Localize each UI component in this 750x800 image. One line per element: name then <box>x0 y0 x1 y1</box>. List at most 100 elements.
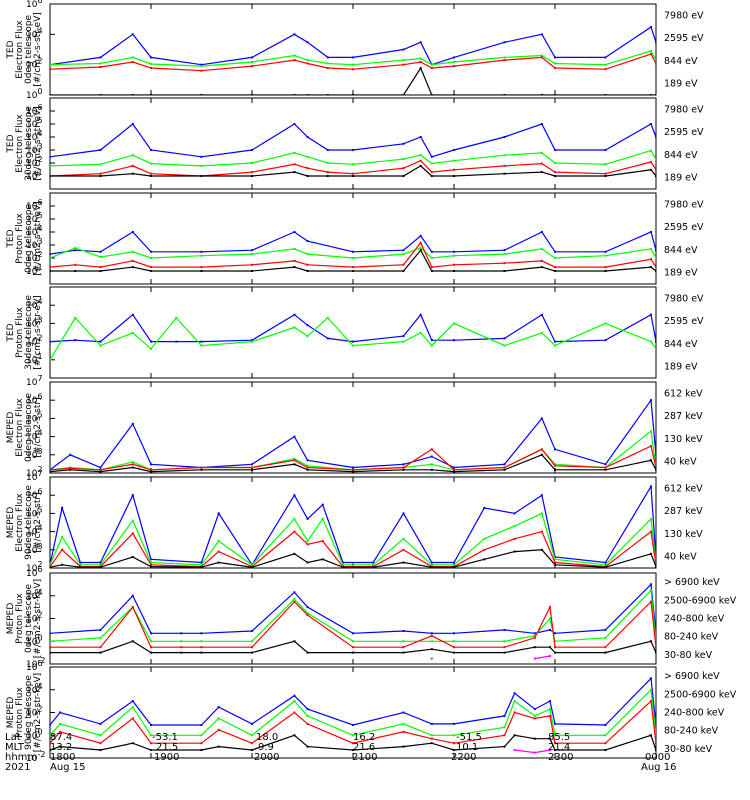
series-line <box>50 512 656 566</box>
data-point <box>200 65 203 68</box>
data-point <box>326 67 329 70</box>
data-point <box>402 253 405 256</box>
data-point <box>99 561 102 564</box>
y-tick-label: 106 <box>26 487 43 501</box>
data-point <box>306 335 309 338</box>
data-point <box>326 62 329 65</box>
series-line <box>50 677 656 726</box>
data-point <box>150 347 152 350</box>
y-axis-label: MEPEDElectron Flux90deg telescope[#/cm2-… <box>6 485 43 560</box>
series-line <box>50 159 656 177</box>
data-point <box>131 461 134 464</box>
data-point <box>554 742 556 745</box>
data-point <box>306 543 309 546</box>
data-point <box>554 62 556 65</box>
data-point <box>352 63 354 66</box>
channel-label: 30-80 keV <box>664 650 713 661</box>
data-point <box>251 640 253 643</box>
data-point <box>150 651 152 654</box>
data-point <box>131 94 134 95</box>
data-point <box>50 155 51 158</box>
data-point <box>554 563 556 566</box>
data-point <box>540 453 543 456</box>
data-point <box>453 94 455 95</box>
data-point <box>131 519 134 522</box>
data-point <box>453 646 455 649</box>
data-point <box>200 155 203 158</box>
data-point <box>352 163 354 166</box>
data-point <box>352 344 354 347</box>
data-point <box>131 606 134 609</box>
data-point <box>352 266 354 269</box>
data-point <box>604 270 607 272</box>
data-point <box>50 640 51 643</box>
data-point <box>503 640 506 643</box>
data-point <box>99 340 102 343</box>
data-point <box>554 266 556 269</box>
data-point <box>453 466 455 469</box>
data-point <box>402 640 405 643</box>
data-point <box>79 561 82 564</box>
data-point <box>503 172 506 175</box>
y-tick-label: 106 <box>26 198 43 212</box>
y-tick-label: 106 <box>26 0 43 10</box>
data-point <box>352 175 354 177</box>
series-line <box>50 429 656 471</box>
data-point <box>402 335 405 338</box>
data-point <box>655 453 656 456</box>
channel-label: 130 keV <box>664 529 703 540</box>
hhmm-value: 2300 <box>548 752 573 763</box>
data-point <box>604 742 607 745</box>
mlt-value: 9.9 <box>258 742 274 753</box>
data-point <box>150 734 152 737</box>
data-point <box>306 175 309 177</box>
data-point <box>649 340 652 343</box>
data-point <box>99 172 102 175</box>
series-group <box>50 484 656 568</box>
data-point <box>200 164 203 167</box>
data-point <box>306 540 309 543</box>
lat-value: -51.5 <box>456 732 482 743</box>
data-point <box>79 566 82 568</box>
series-line <box>50 249 656 272</box>
data-point <box>306 708 309 711</box>
data-point <box>453 263 455 266</box>
data-point <box>649 94 652 95</box>
data-point <box>540 266 543 269</box>
data-point <box>554 646 556 649</box>
y-axis-label: MEPEDProton Flux0deg telescope[#/cm2-s-s… <box>6 579 43 658</box>
y-tick-label: 101 <box>26 352 43 366</box>
series-line <box>50 247 656 259</box>
y-tick-label: 103 <box>26 142 43 156</box>
data-point <box>430 270 433 272</box>
data-point <box>503 94 506 95</box>
data-point <box>341 566 344 568</box>
data-point <box>554 734 556 737</box>
mlt-value: 21.6 <box>353 742 375 753</box>
hhmm-value: 0000 <box>645 752 670 763</box>
data-point <box>61 563 64 566</box>
series-line <box>50 149 656 167</box>
data-point <box>326 316 329 319</box>
data-point <box>430 162 433 165</box>
data-point <box>175 340 178 343</box>
data-point <box>430 339 433 342</box>
data-point <box>503 463 506 466</box>
data-point <box>306 464 309 467</box>
data-point <box>180 646 183 649</box>
data-point <box>604 63 607 66</box>
data-point <box>50 164 51 167</box>
series-line <box>534 655 551 660</box>
data-point <box>649 258 652 261</box>
data-point <box>540 417 543 420</box>
data-point <box>306 263 309 266</box>
data-point <box>430 742 433 745</box>
data-point <box>61 536 64 539</box>
data-point <box>548 700 551 703</box>
data-point <box>50 340 51 343</box>
data-point <box>649 160 652 163</box>
data-point <box>483 537 486 540</box>
data-point <box>604 734 607 737</box>
